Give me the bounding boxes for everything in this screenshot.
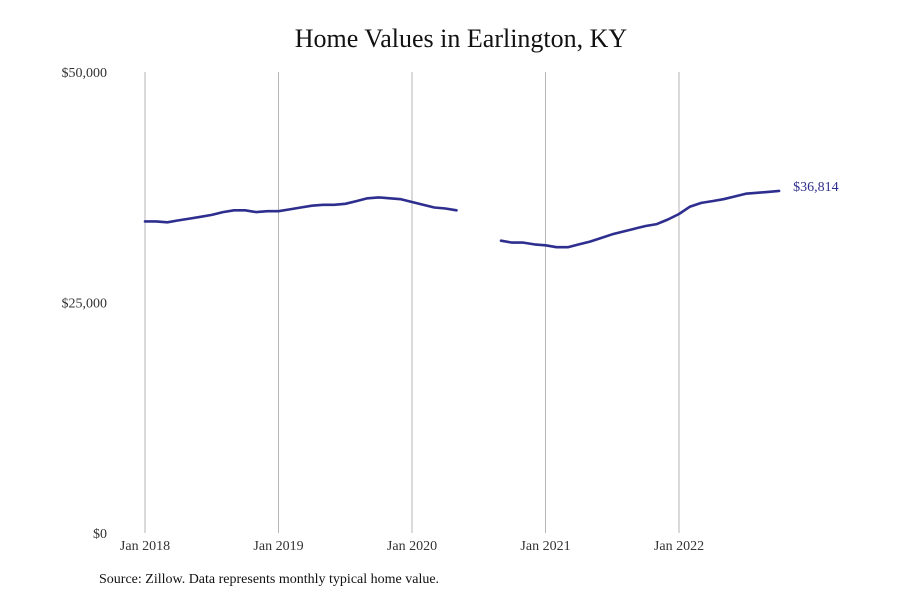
series-line-segment <box>499 189 781 249</box>
y-tick-label: $50,000 <box>62 66 108 81</box>
end-value-label: $36,814 <box>793 180 839 195</box>
x-tick-label: Jan 2021 <box>520 539 570 554</box>
series-line-segment <box>143 196 458 224</box>
x-tick-label: Jan 2019 <box>253 539 303 554</box>
x-tick-label: Jan 2022 <box>654 539 704 554</box>
y-tick-label: $0 <box>93 527 107 542</box>
source-note: Source: Zillow. Data represents monthly … <box>99 572 440 587</box>
x-tick-label: Jan 2018 <box>120 539 170 554</box>
chart-title: Home Values in Earlington, KY <box>294 24 628 53</box>
x-tick-label: Jan 2020 <box>387 539 437 554</box>
y-tick-label: $25,000 <box>62 297 108 312</box>
